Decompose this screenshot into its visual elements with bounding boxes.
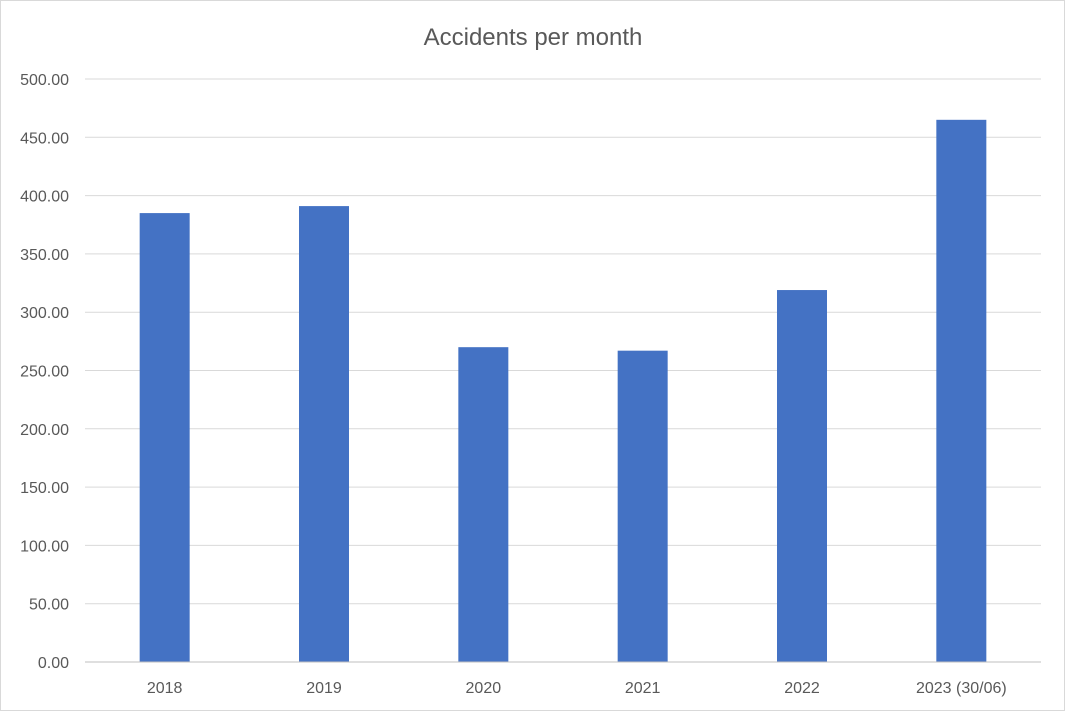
y-tick-label: 300.00 <box>20 305 69 322</box>
y-tick-label: 50.00 <box>29 597 69 614</box>
chart-title: Accidents per month <box>424 24 643 51</box>
bar-2021 <box>617 350 668 662</box>
y-tick-label: 400.00 <box>20 189 69 206</box>
gridlines <box>85 78 1041 605</box>
x-tick-label: 2021 <box>625 680 661 697</box>
y-tick-label: 150.00 <box>20 480 69 497</box>
y-tick-label: 100.00 <box>20 538 69 555</box>
x-axis-tick-labels: 2018 2019 2020 2021 2022 2023 (30/06) <box>147 680 1007 697</box>
x-tick-label: 2019 <box>306 680 342 697</box>
bar-2023-30-06 <box>936 119 987 662</box>
x-tick-label: 2018 <box>147 680 183 697</box>
y-tick-label: 450.00 <box>20 130 69 147</box>
y-tick-label: 200.00 <box>20 422 69 439</box>
bar-2022 <box>777 290 827 662</box>
y-axis-tick-labels: 0.00 50.00 100.00 150.00 200.00 250.00 300.00 3… <box>20 72 69 672</box>
y-tick-label: 500.00 <box>20 72 69 89</box>
bar-2020 <box>458 347 509 662</box>
y-tick-label: 0.00 <box>38 655 69 672</box>
y-tick-label: 350.00 <box>20 247 69 264</box>
bar-2019 <box>299 206 349 662</box>
bar-2018 <box>139 213 190 662</box>
bars <box>139 119 987 662</box>
x-tick-label: 2020 <box>466 680 502 697</box>
y-tick-label: 250.00 <box>20 364 69 381</box>
x-tick-label: 2022 <box>784 680 820 697</box>
x-tick-label: 2023 (30/06) <box>916 680 1007 697</box>
